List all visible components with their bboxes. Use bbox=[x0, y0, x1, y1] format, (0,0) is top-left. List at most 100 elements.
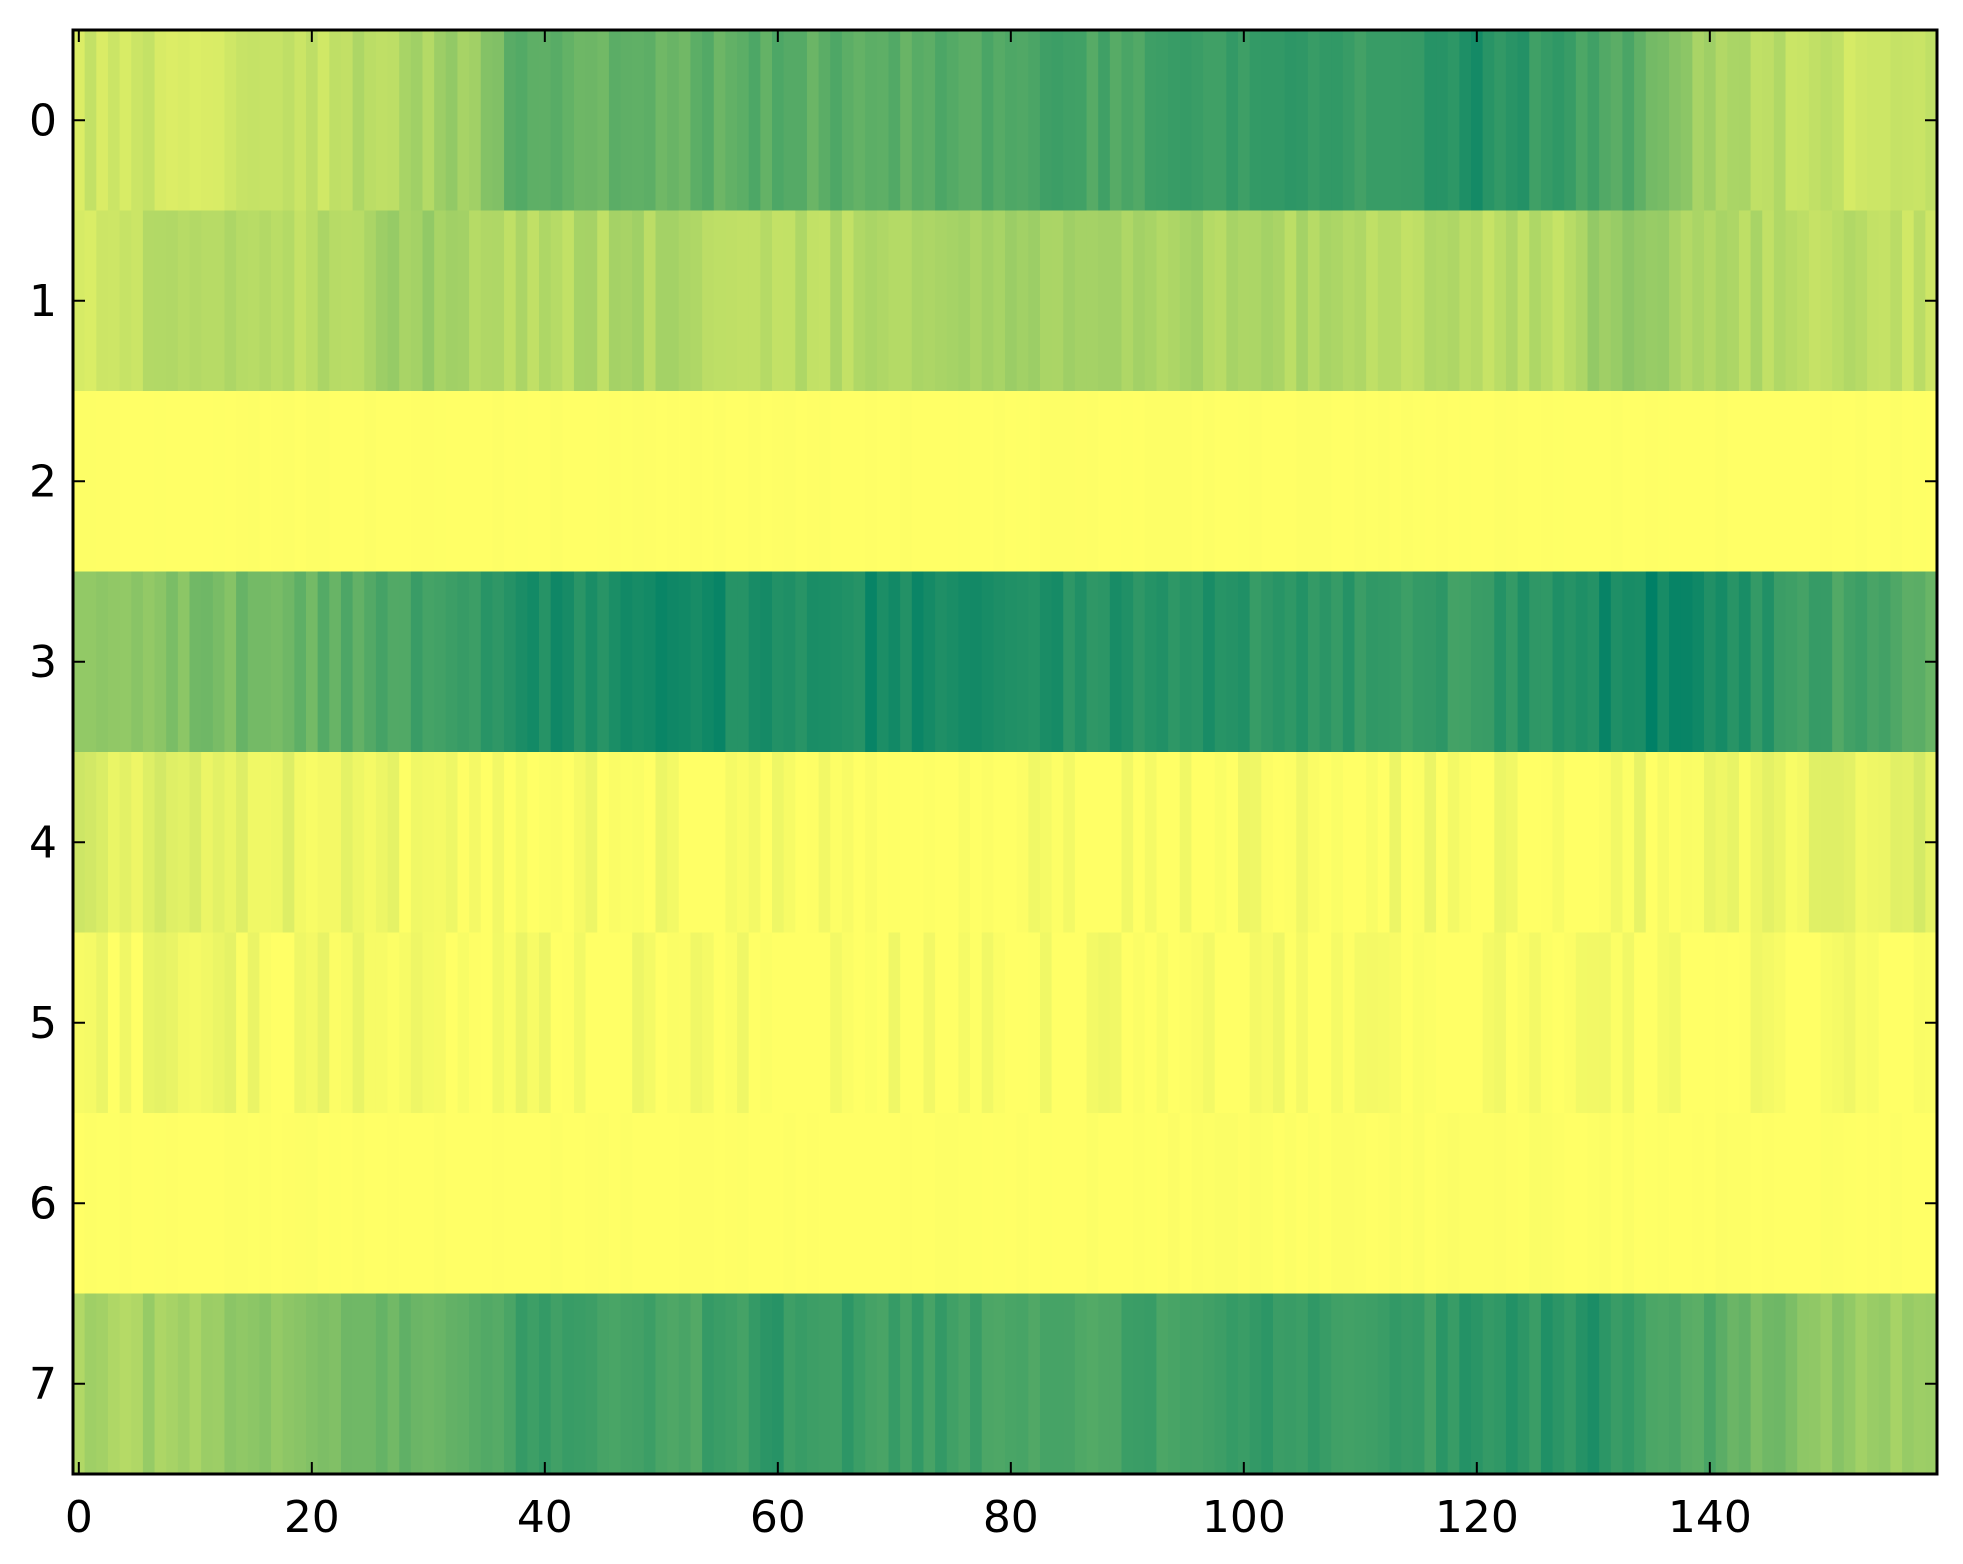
heatmap-cell bbox=[1028, 210, 1041, 392]
heatmap-cell bbox=[725, 1293, 738, 1475]
heatmap-cell bbox=[340, 210, 354, 392]
heatmap-cell bbox=[1750, 210, 1763, 392]
heatmap-cell bbox=[1226, 571, 1239, 753]
heatmap-cell bbox=[445, 571, 459, 753]
heatmap-cell bbox=[1063, 1113, 1076, 1295]
heatmap-cell bbox=[282, 30, 295, 212]
heatmap-cell bbox=[1366, 1113, 1379, 1295]
heatmap-cell bbox=[795, 391, 808, 573]
heatmap-cell bbox=[1086, 1113, 1099, 1295]
heatmap-cell bbox=[166, 1113, 179, 1295]
heatmap-cell bbox=[1738, 1113, 1752, 1295]
heatmap-cell bbox=[981, 1293, 994, 1475]
heatmap-cell bbox=[876, 391, 890, 573]
heatmap-cell bbox=[1540, 1293, 1554, 1475]
heatmap-cell bbox=[1331, 1293, 1344, 1475]
heatmap-cell bbox=[923, 752, 936, 934]
heatmap-cell bbox=[970, 30, 983, 212]
heatmap-cell bbox=[84, 1293, 97, 1475]
heatmap-cell bbox=[1168, 932, 1181, 1114]
heatmap-cell bbox=[96, 752, 109, 934]
heatmap-cell bbox=[1471, 752, 1484, 934]
heatmap-cell bbox=[1354, 30, 1367, 212]
heatmap-cell bbox=[783, 30, 796, 212]
heatmap-cell bbox=[1680, 1113, 1693, 1295]
heatmap-cell bbox=[1843, 30, 1857, 212]
heatmap-cell bbox=[1762, 1293, 1775, 1475]
heatmap-cell bbox=[1016, 932, 1029, 1114]
heatmap-cell bbox=[201, 391, 214, 573]
heatmap-cell bbox=[1820, 391, 1833, 573]
heatmap-cell bbox=[1634, 1113, 1647, 1295]
heatmap-cell bbox=[1389, 210, 1402, 392]
heatmap-cell bbox=[1517, 210, 1530, 392]
heatmap-cell bbox=[1459, 932, 1472, 1114]
heatmap-cell bbox=[713, 1293, 726, 1475]
heatmap-cell bbox=[1016, 30, 1029, 212]
heatmap-cell bbox=[364, 391, 377, 573]
heatmap-cell bbox=[1424, 932, 1437, 1114]
heatmap-cell bbox=[760, 932, 773, 1114]
heatmap-cell bbox=[317, 210, 330, 392]
heatmap-cell bbox=[737, 932, 750, 1114]
heatmap-cell bbox=[958, 391, 971, 573]
heatmap-cell bbox=[737, 210, 750, 392]
heatmap-cell bbox=[271, 30, 284, 212]
heatmap-cell bbox=[1855, 30, 1868, 212]
heatmap-cell bbox=[1319, 571, 1332, 753]
heatmap-cell bbox=[690, 1113, 703, 1295]
heatmap-cell bbox=[1552, 932, 1565, 1114]
heatmap-cell bbox=[1727, 932, 1740, 1114]
heatmap-cell bbox=[550, 932, 563, 1114]
heatmap-cell bbox=[993, 1293, 1006, 1475]
heatmap-cell bbox=[888, 932, 901, 1114]
heatmap-cell bbox=[1249, 1293, 1262, 1475]
heatmap-cell bbox=[387, 752, 400, 934]
heatmap-cell bbox=[177, 210, 191, 392]
heatmap-cell bbox=[294, 1293, 307, 1475]
heatmap-cell bbox=[1051, 752, 1064, 934]
heatmap-cell bbox=[1203, 1113, 1216, 1295]
heatmap-cell bbox=[958, 571, 971, 753]
y-tick-label: 5 bbox=[29, 998, 57, 1049]
heatmap-cell bbox=[282, 1293, 295, 1475]
heatmap-cell bbox=[340, 752, 354, 934]
heatmap-cell bbox=[1389, 1293, 1402, 1475]
heatmap-cell bbox=[737, 391, 750, 573]
heatmap-cell bbox=[1447, 30, 1460, 212]
heatmap-cell bbox=[562, 932, 575, 1114]
heatmap-cell bbox=[655, 1113, 668, 1295]
heatmap-cell bbox=[1051, 1113, 1064, 1295]
heatmap-cell bbox=[958, 1293, 971, 1475]
heatmap-cell bbox=[399, 30, 412, 212]
heatmap-cell bbox=[585, 571, 598, 753]
heatmap-cell bbox=[1657, 932, 1670, 1114]
heatmap-cell bbox=[643, 30, 657, 212]
heatmap-cell bbox=[1564, 571, 1577, 753]
heatmap-cell bbox=[375, 210, 389, 392]
heatmap-cell bbox=[492, 391, 505, 573]
heatmap-cell bbox=[935, 391, 948, 573]
heatmap-cell bbox=[562, 1293, 575, 1475]
heatmap-cell bbox=[1261, 932, 1274, 1114]
heatmap-cell bbox=[539, 1113, 552, 1295]
heatmap-cell bbox=[1401, 571, 1414, 753]
heatmap-cell bbox=[1074, 571, 1088, 753]
heatmap-cell bbox=[1529, 30, 1542, 212]
heatmap-cell bbox=[1692, 391, 1705, 573]
heatmap-cell bbox=[1226, 391, 1239, 573]
heatmap-cell bbox=[1529, 210, 1542, 392]
heatmap-cell bbox=[1750, 30, 1763, 212]
y-tick-label: 7 bbox=[29, 1359, 57, 1410]
heatmap-cell bbox=[84, 30, 97, 212]
heatmap-cell bbox=[830, 391, 843, 573]
heatmap-cell bbox=[189, 752, 202, 934]
heatmap-cell bbox=[107, 1293, 121, 1475]
heatmap-cell bbox=[608, 1293, 622, 1475]
heatmap-cell bbox=[946, 1293, 959, 1475]
heatmap-cell bbox=[1331, 391, 1344, 573]
heatmap-cell bbox=[1226, 932, 1239, 1114]
heatmap-cell bbox=[1599, 1293, 1612, 1475]
heatmap-cell bbox=[1203, 1293, 1216, 1475]
heatmap-cell bbox=[667, 932, 680, 1114]
